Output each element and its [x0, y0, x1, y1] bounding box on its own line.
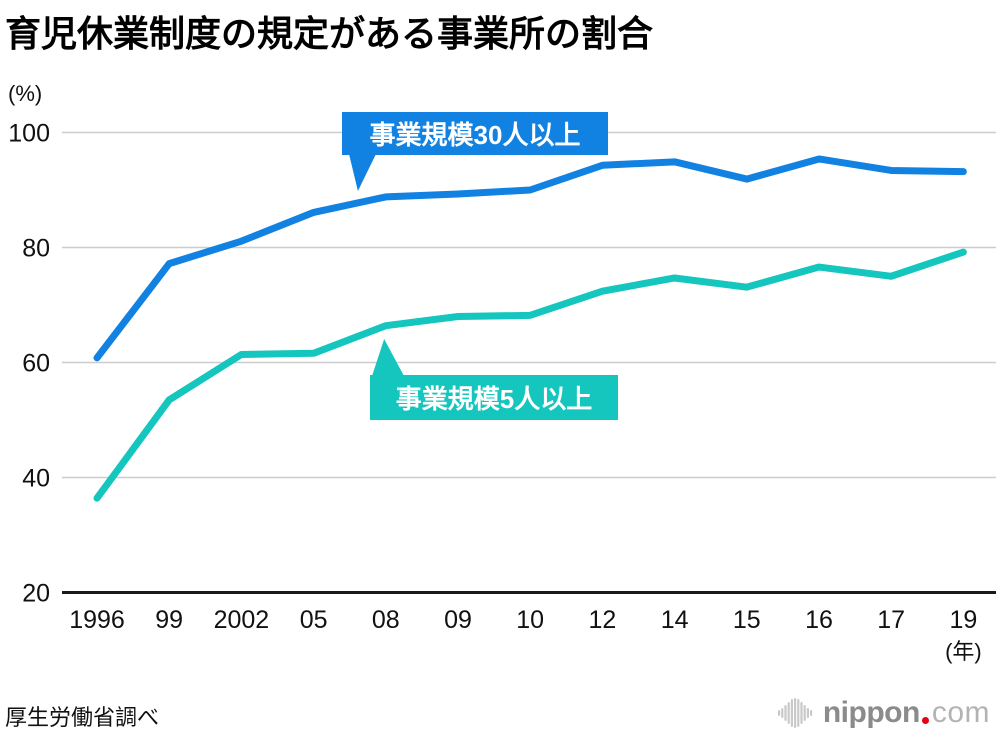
- series-label-5plus: 事業規模5人以上: [370, 375, 618, 420]
- x-tick-label: 14: [661, 606, 689, 634]
- series-label-30plus: 事業規模30人以上: [342, 112, 608, 155]
- y-tick-label: 40: [22, 465, 50, 493]
- x-axis-unit-label: (年): [945, 639, 982, 664]
- x-tick-label: 10: [516, 606, 544, 634]
- x-tick-label: 12: [588, 606, 616, 634]
- logo-bars: [777, 698, 813, 728]
- page-title: 育児休業制度の規定がある事業所の割合: [5, 13, 654, 54]
- y-tick-label: 60: [22, 350, 50, 378]
- y-tick-label: 20: [22, 580, 50, 608]
- series-line-30plus: [93, 155, 967, 362]
- y-tick-label: 100: [8, 120, 50, 148]
- x-tick-label: 1996: [69, 606, 125, 634]
- soundwave-bars-icon: [777, 698, 813, 728]
- logo-wordmark: nippon: [822, 696, 920, 729]
- x-tick-label: 99: [155, 606, 183, 634]
- x-tick-label: 2002: [214, 606, 270, 634]
- logo-red-dot-icon: [921, 717, 929, 724]
- x-tick-label: 17: [877, 606, 905, 634]
- y-tick-label: 80: [22, 235, 50, 263]
- x-tick-label: 15: [733, 606, 761, 634]
- x-tick-label: 05: [300, 606, 328, 634]
- x-tick-label: 08: [372, 606, 400, 634]
- nippon-logo: nippon com: [777, 695, 990, 731]
- source-note: 厚生労働省調べ: [5, 705, 160, 730]
- x-tick-label: 16: [805, 606, 833, 634]
- y-axis-unit-label: (%): [8, 81, 43, 106]
- series-label-30plus-text: 事業規模30人以上: [369, 120, 581, 150]
- x-tick-label: 09: [444, 606, 472, 634]
- series-line-5plus: [93, 248, 967, 502]
- x-tick-label: 19: [949, 606, 977, 634]
- logo-tld: com: [931, 696, 990, 729]
- series-label-5plus-text: 事業規模5人以上: [395, 384, 593, 414]
